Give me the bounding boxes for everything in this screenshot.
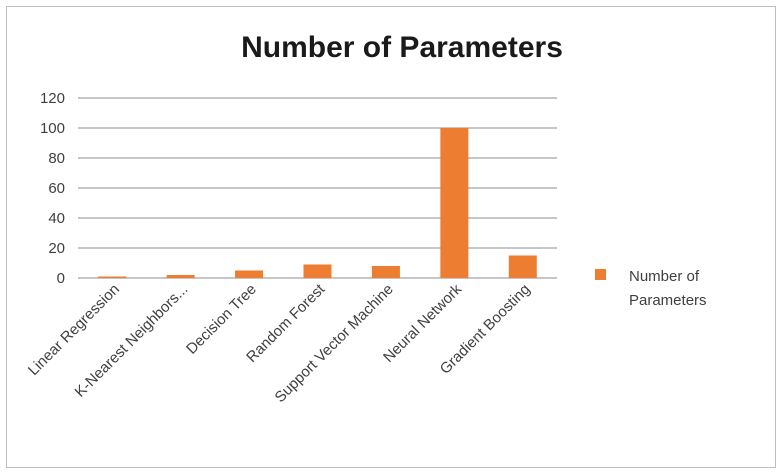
legend: Number of Parameters bbox=[595, 268, 707, 309]
bar-random-forest bbox=[303, 264, 332, 278]
x-category-label: Decision Tree bbox=[183, 281, 260, 358]
bar-gradient-boosting bbox=[508, 255, 537, 278]
legend-swatch bbox=[595, 269, 606, 280]
bar-neural-network bbox=[440, 128, 469, 278]
legend-label-line-2: Parameters bbox=[629, 292, 707, 309]
y-tick-label: 40 bbox=[48, 210, 65, 227]
y-axis-ticks: 0 20 40 60 80 100 120 bbox=[40, 90, 65, 287]
bar-chart: Number of Parameters 0 20 40 60 80 100 120 Lin… bbox=[25, 31, 707, 406]
legend-label-line-1: Number of bbox=[629, 268, 700, 285]
x-category-label: Support Vector Machine bbox=[272, 281, 397, 406]
chart-title: Number of Parameters bbox=[241, 31, 563, 64]
bars bbox=[98, 128, 537, 278]
y-tick-label: 0 bbox=[57, 270, 65, 287]
y-tick-label: 120 bbox=[40, 90, 65, 107]
y-tick-label: 60 bbox=[48, 180, 65, 197]
bar-support-vector-machine bbox=[371, 266, 400, 278]
bar-decision-tree bbox=[235, 270, 264, 278]
bar-linear-regression bbox=[98, 276, 127, 278]
bar-k-nearest-neighbors bbox=[166, 275, 195, 278]
y-tick-label: 80 bbox=[48, 150, 65, 167]
chart-frame: Number of Parameters 0 20 40 60 80 100 120 Lin… bbox=[6, 6, 776, 468]
y-tick-label: 20 bbox=[48, 240, 65, 257]
x-category-label: K-Nearest Neighbors... bbox=[72, 281, 192, 401]
gridlines bbox=[78, 97, 557, 279]
y-tick-label: 100 bbox=[40, 120, 65, 137]
